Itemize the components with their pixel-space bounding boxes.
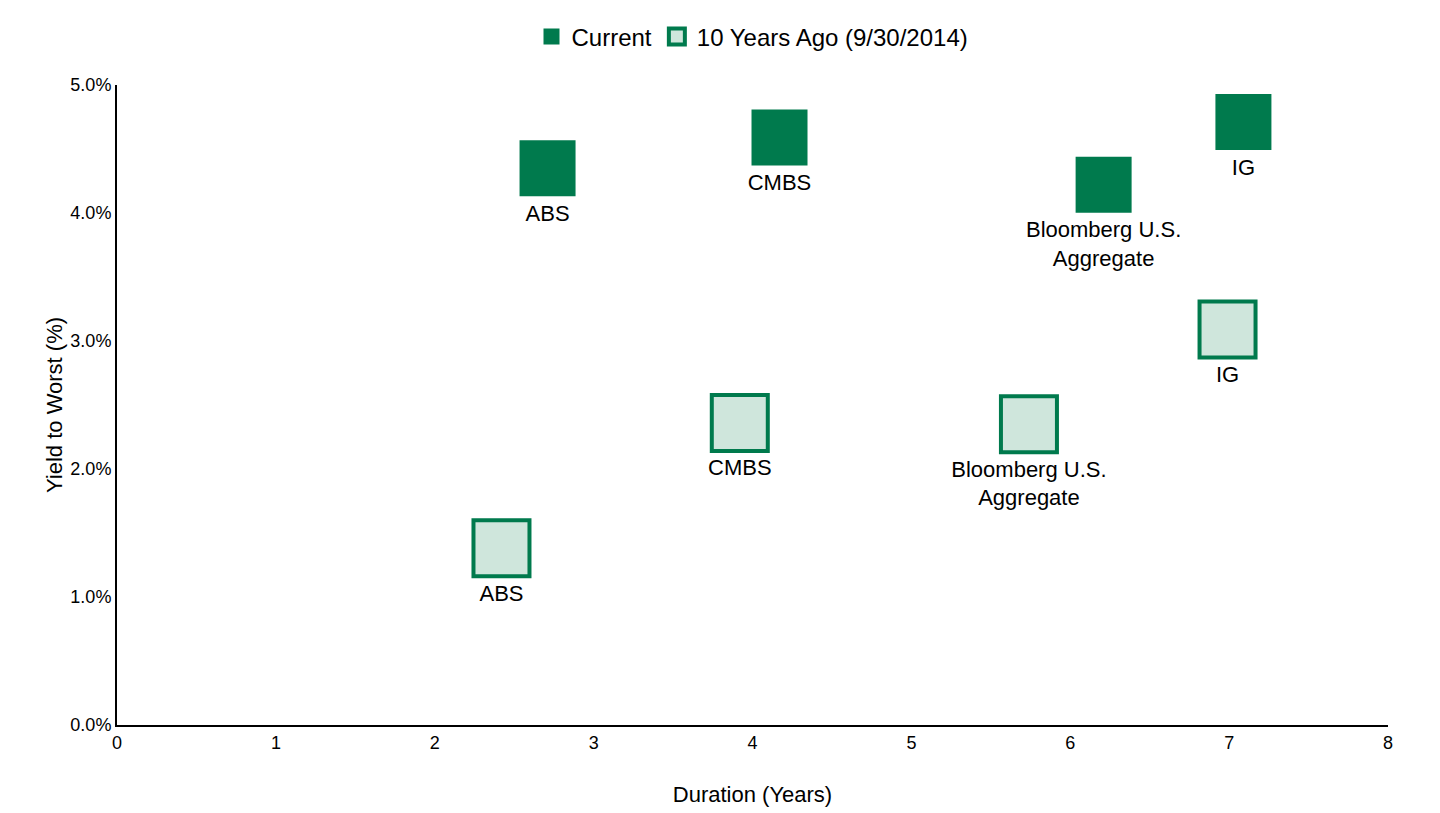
svg-text:7: 7 <box>1224 733 1234 753</box>
svg-text:2: 2 <box>430 733 440 753</box>
svg-text:4: 4 <box>747 733 757 753</box>
svg-text:Yield to Worst (%): Yield to Worst (%) <box>42 317 67 493</box>
svg-text:ABS: ABS <box>479 581 523 606</box>
svg-text:Bloomberg U.S.Aggregate: Bloomberg U.S.Aggregate <box>951 457 1106 511</box>
svg-text:1: 1 <box>271 733 281 753</box>
svg-text:0.0%: 0.0% <box>70 715 111 735</box>
svg-text:3: 3 <box>589 733 599 753</box>
svg-text:10 Years Ago (9/30/2014): 10 Years Ago (9/30/2014) <box>697 24 968 51</box>
svg-text:ABS: ABS <box>526 201 570 226</box>
svg-text:2.0%: 2.0% <box>70 459 111 479</box>
svg-text:1.0%: 1.0% <box>70 587 111 607</box>
svg-text:Bloomberg U.S.Aggregate: Bloomberg U.S.Aggregate <box>1026 217 1181 271</box>
svg-text:CMBS: CMBS <box>708 455 772 480</box>
svg-text:IG: IG <box>1216 362 1239 387</box>
svg-text:8: 8 <box>1383 733 1393 753</box>
svg-text:IG: IG <box>1232 155 1255 180</box>
svg-text:6: 6 <box>1065 733 1075 753</box>
svg-text:0: 0 <box>112 733 122 753</box>
svg-text:Duration (Years): Duration (Years) <box>673 782 832 807</box>
svg-text:5.0%: 5.0% <box>70 75 111 95</box>
svg-text:5: 5 <box>906 733 916 753</box>
svg-text:3.0%: 3.0% <box>70 331 111 351</box>
svg-text:Current: Current <box>572 24 652 51</box>
svg-text:CMBS: CMBS <box>748 170 812 195</box>
svg-text:4.0%: 4.0% <box>70 203 111 223</box>
